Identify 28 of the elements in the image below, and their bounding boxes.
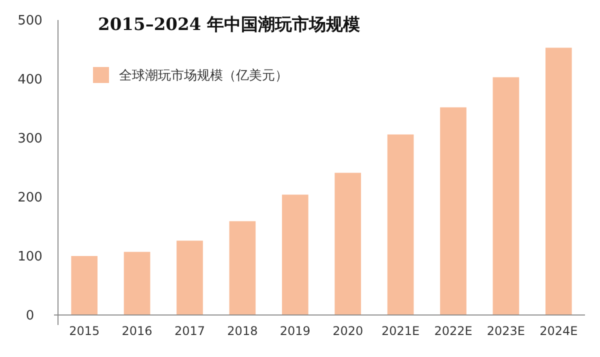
x-tick-label: 2015 [69,324,100,338]
x-tick-label: 2017 [174,324,206,338]
x-tick-label: 2022E [434,324,472,338]
bar [334,172,362,315]
y-tick-label: 400 [18,72,42,88]
x-tick-label: 2018 [227,324,258,338]
bar [229,221,256,315]
x-tick-label: 2016 [122,324,152,338]
x-tick-label: 2021E [381,324,420,338]
bar [176,240,203,315]
bar [492,77,520,315]
bar [545,48,572,315]
x-tick-label: 2019 [280,324,310,338]
bar [71,256,98,315]
bar [282,194,308,315]
bar [124,252,150,315]
y-tick-label: 200 [18,190,42,206]
y-tick-label: 0 [26,308,34,324]
bar [440,107,466,315]
y-tick-label: 300 [18,132,42,147]
x-tick-label: 2020 [332,324,364,338]
bar [387,134,414,315]
chart-title: 2015–2024 年中国潮玩市场规模 [98,15,360,35]
y-tick-label: 100 [18,250,42,265]
legend-label: 全球潮玩市场规模（亿美元） [119,68,288,84]
x-tick-label: 2024E [540,324,578,338]
y-tick-label: 500 [18,14,42,29]
x-tick-label: 2023E [486,324,526,338]
